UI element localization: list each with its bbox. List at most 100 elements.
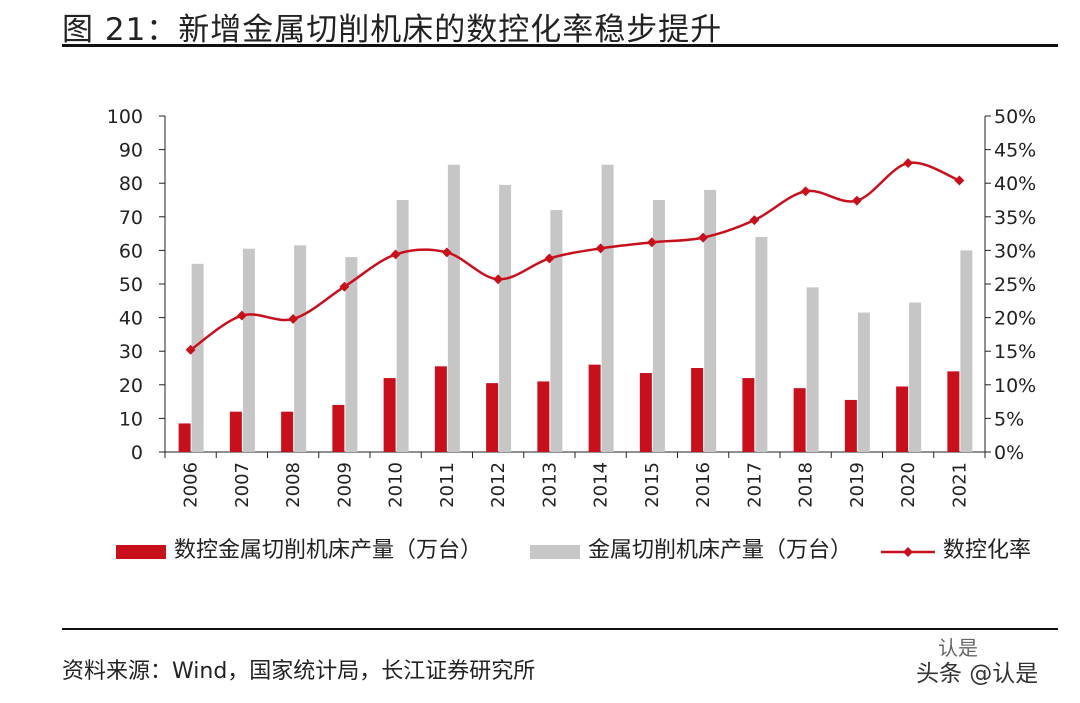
source-rule: [62, 628, 1058, 630]
left-tick-label: 50: [119, 274, 143, 296]
gray-bar: [294, 245, 307, 452]
right-tick-label: 25%: [994, 274, 1036, 296]
red-bar: [434, 366, 447, 452]
legend-red-label: 数控金属切削机床产量（万台）: [174, 538, 482, 563]
legend-gray-swatch: [530, 545, 580, 559]
x-tick-label: 2008: [283, 462, 304, 508]
gray-bar: [960, 250, 973, 452]
right-tick-label: 5%: [994, 408, 1024, 430]
gray-bar: [345, 257, 358, 452]
red-bar: [281, 411, 294, 452]
watermark-logo: 认是: [938, 636, 978, 660]
right-tick-label: 50%: [994, 106, 1036, 128]
rate-point: [339, 281, 350, 292]
red-bar: [229, 411, 242, 452]
rate-point: [288, 313, 299, 324]
red-bar: [486, 383, 499, 452]
source-text: 资料来源：Wind，国家统计局，长江证券研究所: [62, 659, 536, 684]
gray-bar: [704, 189, 717, 453]
red-bar: [332, 404, 345, 452]
right-tick-label: 0%: [994, 442, 1024, 464]
x-tick-label: 2021: [949, 462, 970, 508]
left-tick-label: 70: [119, 207, 143, 229]
red-bar-series: [178, 364, 960, 452]
left-tick-label: 90: [119, 140, 143, 162]
legend: 数控金属切削机床产量（万台） 金属切削机床产量（万台） 数控化率: [116, 538, 1031, 563]
x-tick-label: 2017: [744, 462, 765, 508]
left-tick-label: 0: [131, 442, 143, 464]
gray-bar: [806, 287, 819, 452]
right-tick-label: 15%: [994, 341, 1036, 363]
right-tick-label: 40%: [994, 173, 1036, 195]
left-tick-label: 80: [119, 173, 143, 195]
gray-bar: [755, 236, 768, 452]
right-tick-label: 45%: [994, 140, 1036, 162]
rate-line-series: [185, 158, 965, 355]
left-tick-label: 10: [119, 408, 143, 430]
red-bar: [691, 368, 704, 452]
x-tick-label: 2012: [488, 462, 509, 508]
red-bar: [896, 386, 909, 452]
x-tick-label: 2013: [539, 462, 560, 508]
gray-bar: [242, 248, 255, 452]
x-tick-label: 2018: [796, 462, 817, 508]
red-bar: [742, 378, 755, 452]
left-tick-label: 100: [107, 106, 143, 128]
legend-line-marker: [903, 547, 913, 557]
rate-line: [189, 161, 960, 351]
legend-gray-label: 金属切削机床产量（万台）: [588, 538, 852, 563]
gray-bar: [447, 164, 460, 452]
left-tick-label: 30: [119, 341, 143, 363]
right-tick-label: 10%: [994, 375, 1036, 397]
red-bar: [639, 373, 652, 452]
x-tick-label: 2014: [591, 462, 612, 508]
gray-bar: [550, 210, 563, 452]
rate-point: [236, 310, 247, 321]
rate-point: [954, 175, 965, 186]
x-tick-label: 2010: [386, 462, 407, 508]
red-bar: [383, 378, 396, 452]
left-tick-label: 40: [119, 308, 143, 330]
axes: 0 10 20 30 40 50 60 70 80 90 100 0% 5% 10% 15% 20% 25% 30…: [107, 106, 1037, 508]
gray-bar: [601, 164, 614, 452]
left-tick-label: 20: [119, 375, 143, 397]
title-rule: [62, 44, 1058, 47]
x-tick-label: 2007: [232, 462, 253, 508]
rate-point: [698, 232, 709, 243]
rate-point: [646, 237, 657, 248]
rate-point: [185, 344, 196, 355]
right-tick-label: 20%: [994, 308, 1036, 330]
rate-point: [595, 243, 606, 254]
rate-point: [800, 186, 811, 197]
red-bar: [947, 371, 960, 452]
x-tick-label: 2011: [437, 462, 458, 508]
gray-bar: [909, 302, 922, 452]
x-tick-label: 2019: [847, 462, 868, 508]
right-tick-label: 35%: [994, 207, 1036, 229]
red-bar: [178, 423, 191, 452]
gray-bar-series: [191, 164, 973, 453]
rate-point: [493, 274, 504, 285]
rate-point: [441, 247, 452, 258]
red-bar: [844, 399, 857, 452]
x-tick-label: 2020: [898, 462, 919, 508]
red-bar: [588, 364, 601, 452]
red-bar: [537, 381, 550, 452]
x-tick-label: 2006: [181, 462, 202, 508]
rate-point: [390, 249, 401, 260]
gray-bar: [499, 184, 512, 452]
legend-red-swatch: [116, 545, 166, 559]
legend-line-label: 数控化率: [943, 538, 1031, 563]
red-bar: [793, 388, 806, 452]
rate-point: [749, 215, 760, 226]
left-tick-label: 60: [119, 240, 143, 262]
rate-point: [903, 158, 914, 168]
gray-bar: [652, 200, 665, 452]
x-tick-label: 2009: [334, 462, 355, 508]
right-tick-label: 30%: [994, 240, 1036, 262]
rate-point: [851, 195, 862, 206]
figure-title: 图 21：新增金属切削机床的数控化率稳步提升: [62, 12, 723, 48]
gray-bar: [191, 263, 204, 452]
x-tick-label: 2015: [642, 462, 663, 508]
